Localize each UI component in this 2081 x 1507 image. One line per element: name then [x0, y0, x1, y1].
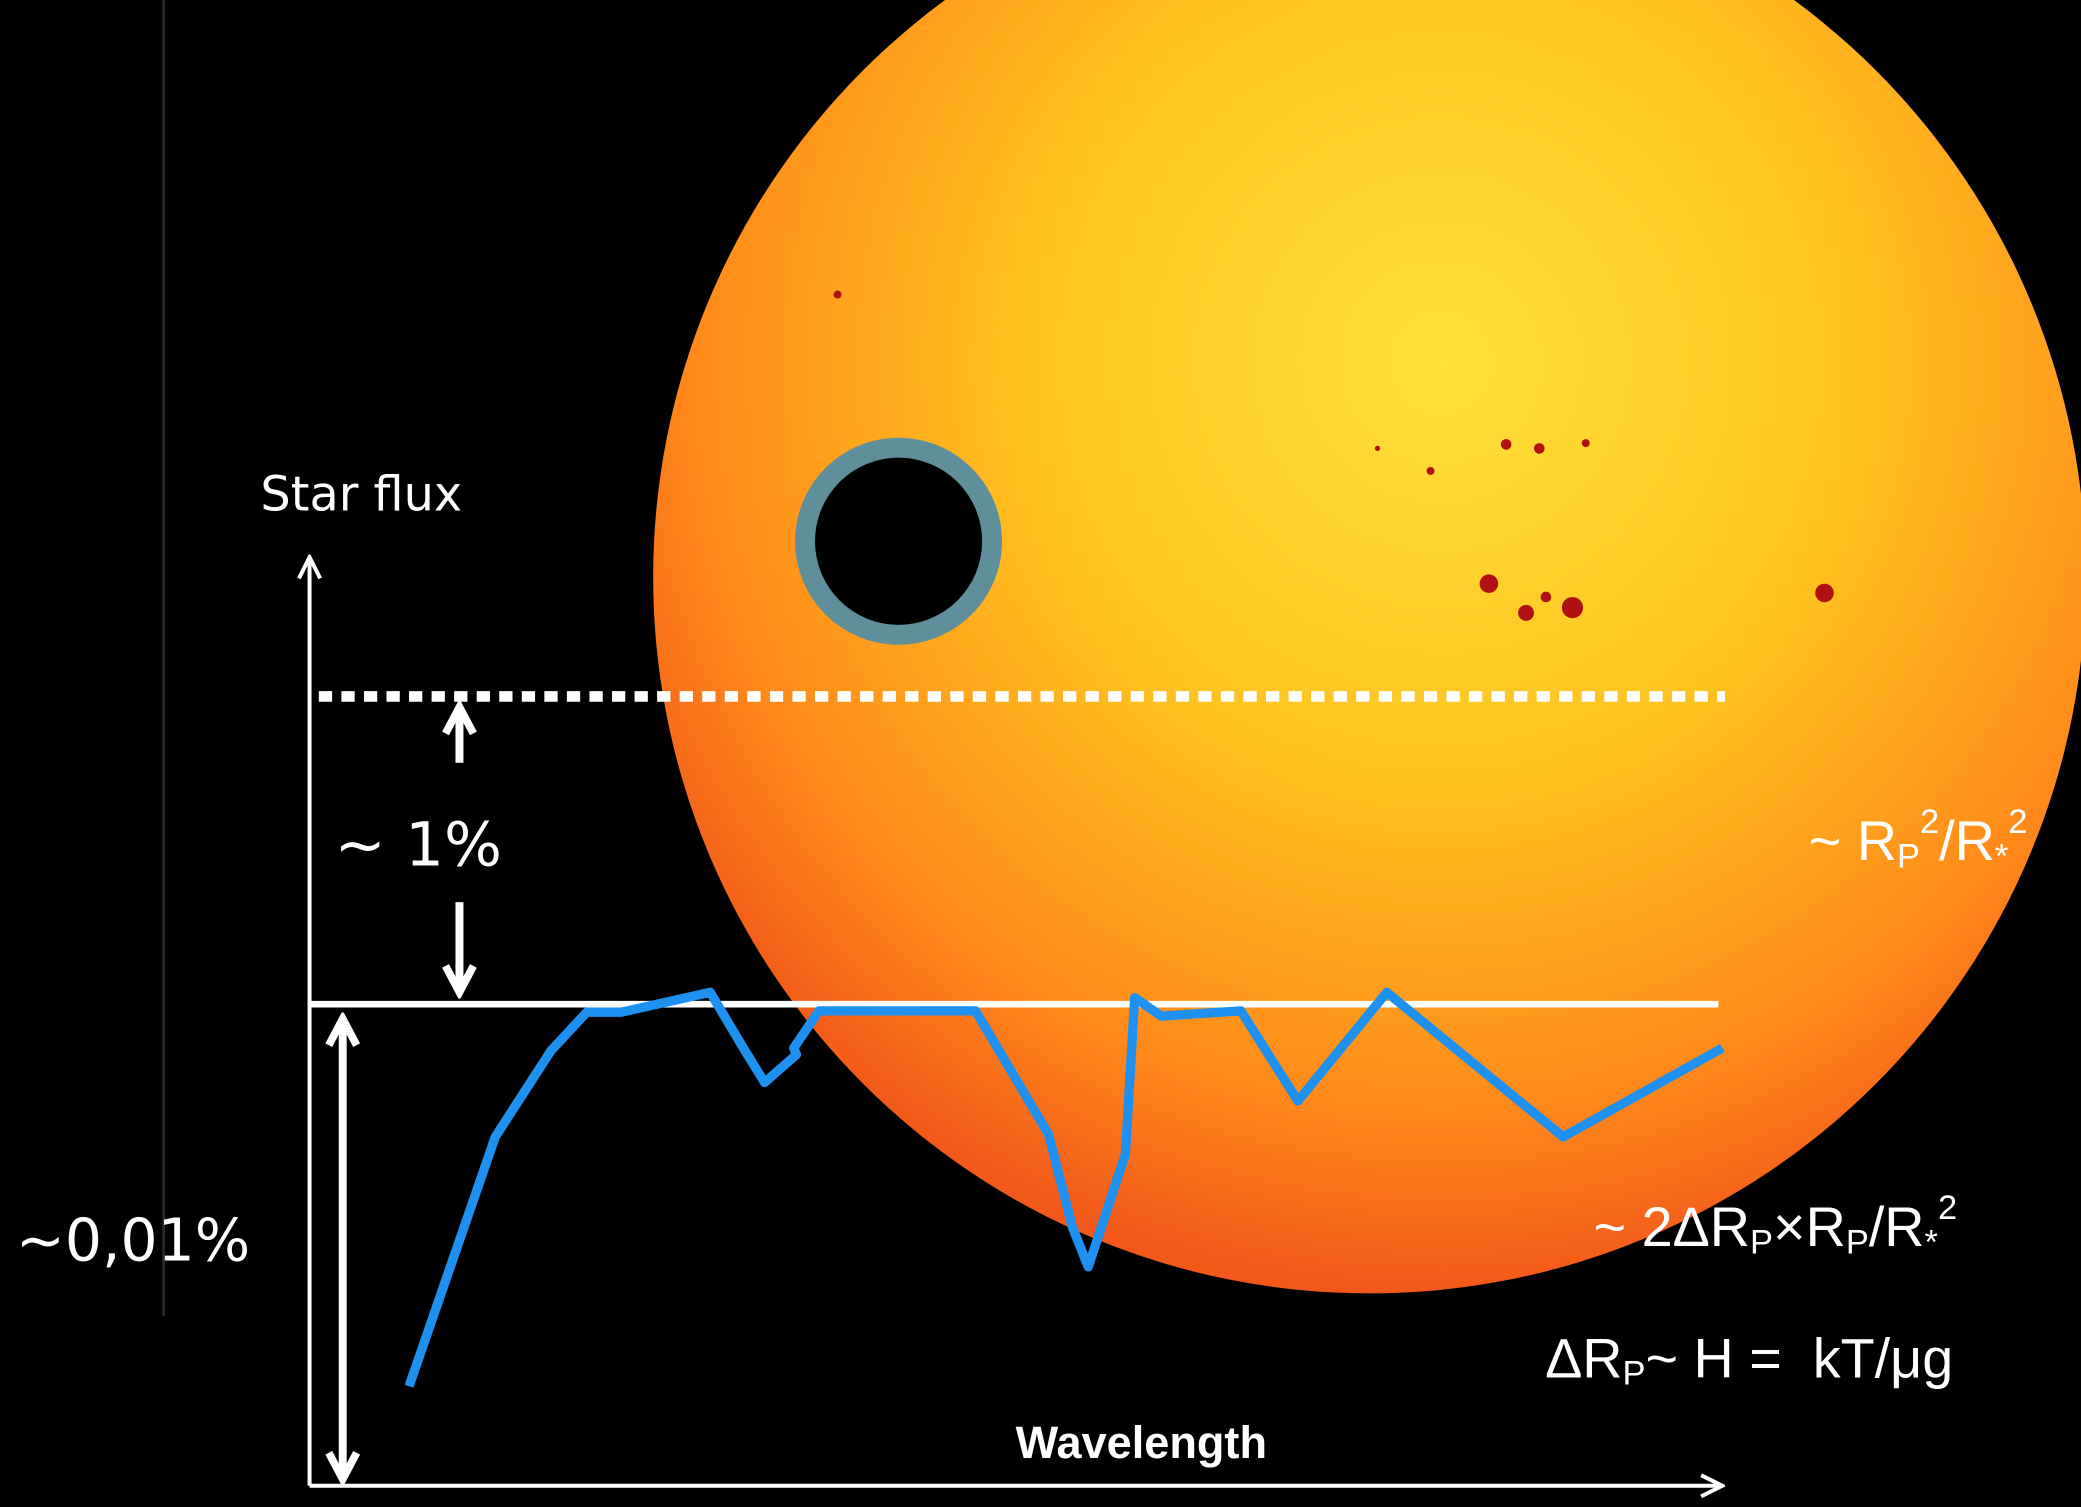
formula-sub: * — [1995, 837, 2008, 875]
formula-sub: P — [1623, 1355, 1646, 1393]
formula-part: ×R — [1773, 1196, 1846, 1258]
formula-sup: 2 — [2008, 803, 2027, 841]
formula-sub: P — [1846, 1223, 1869, 1261]
y-axis-label: Star flux — [260, 467, 462, 522]
formula-signal: ~ 2ΔRP×RP/R*2 — [1594, 1189, 1958, 1261]
x-axis-label: Wavelength — [1016, 1417, 1267, 1468]
transit-depth-label: ~ 1% — [335, 810, 502, 881]
formula-part: ~ R — [1809, 810, 1897, 872]
page: Star flux Wavelength ~ 1% ~0,01% ~ RP2/R… — [0, 0, 2081, 1507]
formula-scale-height: ΔRP~ H = kT/μg — [1545, 1327, 1953, 1393]
formula-part: ~ 2ΔR — [1594, 1196, 1750, 1258]
formula-sub: * — [1925, 1223, 1938, 1261]
formula-part: /R — [1869, 1196, 1925, 1258]
formula-sub: P — [1897, 837, 1920, 875]
planet — [815, 458, 982, 625]
diagram: Star flux Wavelength ~ 1% ~0,01% ~ RP2/R… — [0, 0, 2081, 1507]
formula-part: ΔR — [1545, 1327, 1622, 1389]
formula-part: ~ H = kT/μg — [1646, 1327, 1954, 1389]
atmosphere-depth-label: ~0,01% — [16, 1206, 250, 1274]
formula-sup: 2 — [1920, 803, 1939, 841]
formula-sub: P — [1750, 1223, 1773, 1261]
formula-part: /R — [1939, 810, 1995, 872]
formula-sup: 2 — [1938, 1189, 1957, 1227]
